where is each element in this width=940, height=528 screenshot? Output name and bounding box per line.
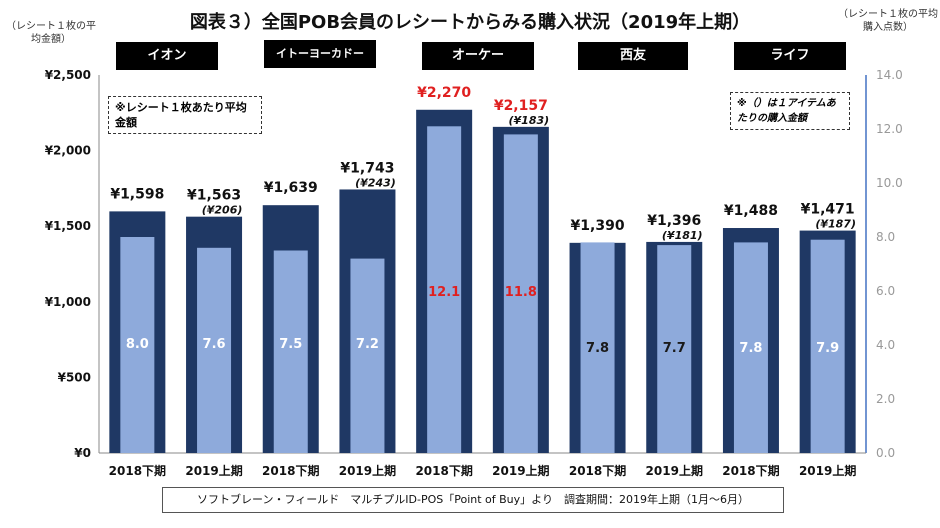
amount-label: ¥2,270 (417, 85, 471, 101)
amount-label: ¥1,471 (801, 202, 855, 218)
category-label: 2019上期 (339, 463, 396, 478)
amount-label: ¥2,157 (494, 98, 548, 114)
item-count-bar (580, 242, 615, 453)
per-item-amount-label: (¥206) (202, 204, 243, 217)
item-count-bar (273, 250, 308, 453)
item-count-label: 7.2 (356, 337, 379, 352)
item-count-label: 11.8 (505, 285, 537, 300)
item-count-bar (197, 247, 232, 453)
per-item-amount-label: (¥181) (662, 229, 703, 242)
category-label: 2019上期 (799, 463, 856, 478)
category-label: 2019上期 (492, 463, 549, 478)
left-tick-label: ¥1,500 (45, 219, 91, 233)
item-count-label: 12.1 (428, 285, 460, 300)
right-tick-label: 12.0 (876, 122, 903, 136)
item-count-label: 7.8 (586, 341, 609, 356)
per-item-amount-label: (¥243) (355, 176, 396, 189)
store-label-itoyokado: イトーヨーカドー (264, 40, 376, 68)
right-tick-label: 2.0 (876, 392, 895, 406)
per-item-amount-label: (¥187) (815, 218, 856, 231)
category-label: 2018下期 (415, 463, 472, 478)
note-average-amount-text: ※レシート１枚あたり平均金額 (115, 101, 247, 129)
left-tick-label: ¥1,000 (45, 295, 91, 309)
right-tick-label: 6.0 (876, 284, 895, 298)
store-label-aeon: イオン (116, 42, 218, 70)
left-axis-note: （レシート１枚の平均金額） (6, 21, 96, 45)
amount-label: ¥1,396 (647, 213, 701, 229)
left-tick-label: ¥2,000 (45, 144, 91, 158)
item-count-bar (810, 239, 845, 453)
right-tick-label: 10.0 (876, 176, 903, 190)
item-count-bar (120, 237, 155, 453)
right-tick-label: 14.0 (876, 68, 903, 82)
note-per-item-amount-text: ※（）は１アイテムあたりの購入金額 (737, 98, 836, 124)
amount-label: ¥1,598 (110, 186, 164, 202)
category-label: 2018下期 (569, 463, 626, 478)
right-tick-label: 0.0 (876, 446, 895, 460)
amount-label: ¥1,743 (340, 160, 394, 176)
amount-label: ¥1,639 (264, 180, 318, 196)
item-count-label: 7.8 (739, 341, 762, 356)
item-count-bar (350, 258, 385, 453)
right-tick-label: 8.0 (876, 230, 895, 244)
category-label: 2019上期 (185, 463, 242, 478)
category-label: 2019上期 (646, 463, 703, 478)
store-label-life: ライフ (734, 42, 846, 70)
category-label: 2018下期 (109, 463, 166, 478)
category-label: 2018下期 (722, 463, 779, 478)
per-item-amount-label: (¥183) (509, 114, 550, 127)
left-tick-label: ¥0 (74, 446, 91, 460)
right-tick-label: 4.0 (876, 338, 895, 352)
item-count-label: 8.0 (126, 337, 149, 352)
item-count-bar (657, 245, 692, 453)
item-count-label: 7.7 (663, 341, 686, 356)
item-count-bar (427, 126, 462, 454)
chart-title: 図表３）全国POB会員のレシートからみる購入状況（2019年上期） (189, 12, 751, 33)
store-label-ok: オーケー (422, 42, 534, 70)
item-count-label: 7.5 (279, 337, 302, 352)
source-footer: ソフトブレーン・フィールド マルチプルID-POS「Point of Buy」よ… (162, 487, 784, 513)
item-count-label: 7.9 (816, 341, 839, 356)
left-tick-label: ¥2,500 (45, 68, 91, 82)
item-count-bar (503, 134, 538, 453)
amount-label: ¥1,488 (724, 203, 778, 219)
right-axis-note: （レシート１枚の平均購入点数） (838, 9, 938, 33)
store-label-seiyu: 西友 (578, 42, 688, 70)
category-label: 2018下期 (262, 463, 319, 478)
note-per-item-amount: ※（）は１アイテムあたりの購入金額 (730, 92, 850, 130)
amount-label: ¥1,563 (187, 188, 241, 204)
left-tick-label: ¥500 (58, 370, 91, 384)
item-count-label: 7.6 (203, 337, 226, 352)
item-count-bar (733, 242, 768, 453)
amount-label: ¥1,390 (571, 218, 625, 234)
note-average-amount: ※レシート１枚あたり平均金額 (108, 96, 262, 134)
